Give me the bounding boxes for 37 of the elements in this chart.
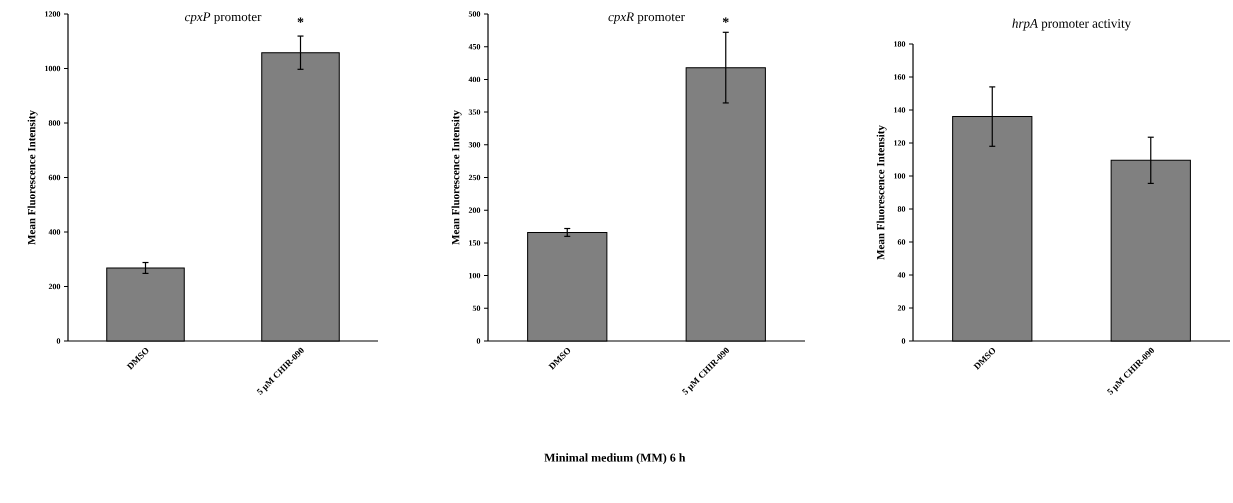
y-tick-label: 0	[56, 338, 61, 344]
y-tick-label: 100	[894, 173, 906, 179]
y-tick-label: 180	[894, 41, 906, 47]
y-tick-label: 200	[468, 207, 481, 213]
y-axis-title: Mean Fluorescence Intensity	[451, 110, 462, 245]
chart-title: cpxP promoter	[184, 12, 262, 24]
y-tick-label: 0	[901, 338, 906, 344]
annotation: *	[297, 17, 304, 23]
y-tick-label: 400	[468, 76, 481, 83]
y-tick-label: 300	[468, 142, 481, 148]
y-tick-label: 1000	[45, 65, 61, 72]
y-tick-label: 150	[469, 240, 481, 246]
y-axis-title: Mean Fluorescence Intensity	[27, 110, 38, 245]
y-tick-label: 350	[468, 109, 481, 115]
y-tick-label: 60	[897, 239, 906, 245]
y-tick-label: 50	[472, 305, 481, 311]
y-tick-label: 120	[894, 140, 906, 146]
y-tick-label: 100	[469, 272, 481, 279]
text: Minimal medium (MM) 6 h	[544, 453, 686, 465]
y-tick-label: 80	[897, 206, 906, 212]
y-tick-label: 140	[894, 107, 906, 113]
y-axis-title: Mean Fluorescence Intensity	[876, 125, 887, 260]
y-tick-label: 400	[48, 229, 61, 235]
chart-title: cpxR promoter	[608, 12, 685, 24]
y-tick-label: 200	[48, 283, 61, 290]
chart-title: hrpA promoter activity	[1012, 18, 1132, 31]
y-tick-label: 600	[48, 174, 61, 181]
y-tick-label: 500	[468, 11, 481, 17]
y-tick-label: 1200	[45, 11, 61, 17]
y-tick-label: 20	[897, 305, 906, 311]
annotation: *	[722, 17, 729, 23]
y-tick-label: 0	[476, 338, 481, 344]
y-tick-label: 800	[48, 120, 61, 126]
y-tick-label: 160	[894, 74, 906, 80]
y-tick-label: 450	[468, 44, 481, 50]
y-tick-label: 40	[897, 272, 906, 278]
y-tick-label: 250	[468, 174, 481, 181]
